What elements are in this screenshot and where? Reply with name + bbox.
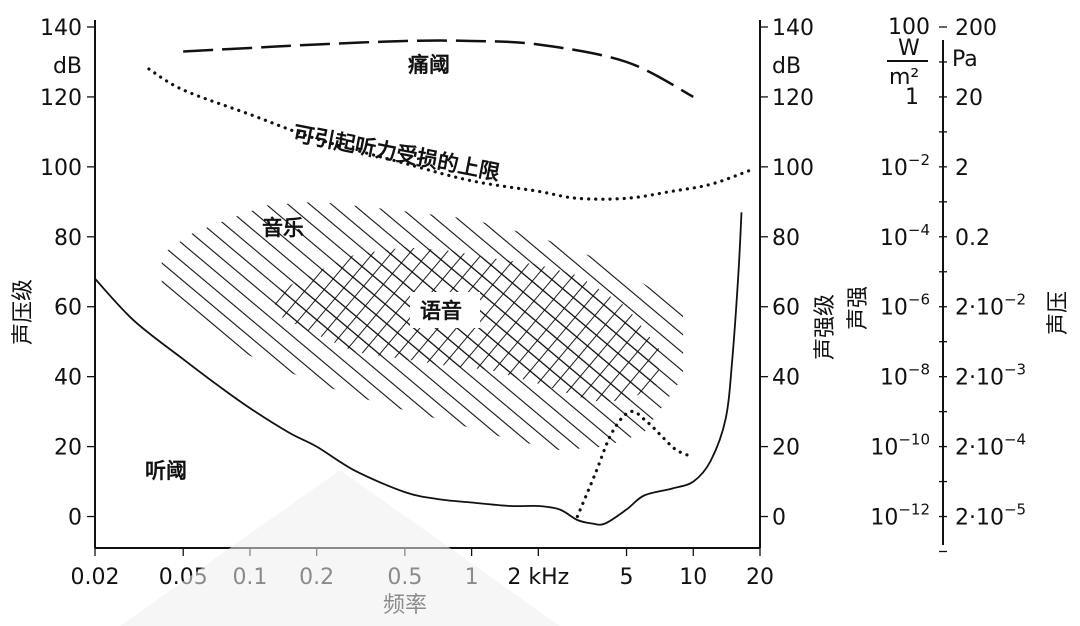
intensity-unit: W m² 1: [887, 36, 928, 110]
right-tick-label: dB: [772, 54, 801, 79]
hearing-threshold-curve: [94, 212, 743, 526]
right-tick-label: 140: [772, 16, 814, 41]
intensity-tick-label: 10−8: [880, 361, 930, 391]
right-tick-label: 20: [772, 436, 800, 461]
right-y-ticks: 140 dB 120 100 80 60 40 20 0: [760, 16, 814, 531]
left-tick-label: dB: [53, 54, 82, 79]
left-tick-label: 100: [40, 156, 82, 181]
damage-limit-curve: [147, 67, 752, 201]
right-tick-label: 120: [772, 86, 814, 111]
pressure-axis-label: 声压: [1046, 291, 1071, 335]
pressure-tick-label: 2·10−5: [955, 501, 1026, 531]
pressure-unit: Pa: [952, 47, 978, 72]
y-axis-label-right: 声强级: [813, 294, 838, 360]
left-tick-label: 120: [40, 86, 82, 111]
pressure-tick-label: 20: [955, 86, 983, 111]
hearing-threshold-label: 听阈: [145, 459, 187, 483]
pressure-tick-label: 2·10−4: [955, 431, 1026, 461]
intensity-axis-label: 声强: [846, 286, 871, 330]
pain-threshold-label: 痛阈: [408, 53, 450, 77]
left-tick-label: 60: [54, 296, 82, 321]
speech-label-box: 语音: [410, 292, 480, 328]
right-tick-label: 0: [772, 506, 786, 531]
x-tick-label: 0.02: [71, 565, 120, 590]
watermark-shape: [120, 470, 560, 626]
left-tick-label: 20: [54, 436, 82, 461]
music-label: 音乐: [262, 216, 304, 240]
damage-limit-label: 可引起听力受损的上限: [291, 121, 502, 185]
left-y-ticks: 140 dB 120 100 80 60 40 20 0: [40, 16, 95, 531]
speech-label: 语音: [420, 299, 462, 323]
pressure-tick-label: 200: [955, 16, 997, 41]
pressure-tick-label: 0.2: [955, 226, 990, 251]
left-tick-label: 80: [54, 226, 82, 251]
left-tick-label: 40: [54, 366, 82, 391]
left-tick-label: 0: [68, 506, 82, 531]
intensity-tick-label: 10−12: [870, 501, 930, 531]
intensity-tick-label: 10−10: [870, 431, 930, 461]
intensity-unit-numerator: W: [898, 36, 920, 61]
x-tick-label: 2 kHz: [507, 565, 569, 590]
x-tick-label: 5: [620, 565, 634, 590]
intensity-tick-label: 10−2: [880, 151, 930, 181]
right-tick-label: 80: [772, 226, 800, 251]
right-tick-label: 40: [772, 366, 800, 391]
pressure-tick-label: 2·10−3: [955, 361, 1026, 391]
intensity-tick-label: 10−6: [880, 291, 930, 321]
intensity-unit-denominator: m²: [889, 65, 919, 90]
left-tick-label: 140: [40, 16, 82, 41]
intensity-tick-label: 100: [888, 15, 930, 40]
intensity-ticks: 100 10−2 10−4 10−6 10−8 10−10 10−12: [870, 15, 947, 553]
pressure-tick-label: 2: [955, 156, 969, 181]
pressure-ticks: 200 20 2 0.2 2·10−2 2·10−3 2·10−4 2·10−5: [955, 16, 1026, 531]
high-frequency-dotted-curve: [575, 409, 695, 519]
x-tick-label: 10: [679, 565, 707, 590]
intensity-tick-label: 10−4: [880, 221, 930, 251]
intensity-one-label: 1: [905, 85, 919, 110]
x-tick-label: 20: [746, 565, 774, 590]
y-axis-label-left: 声压级: [11, 279, 36, 345]
pressure-tick-label: 2·10−2: [955, 291, 1026, 321]
right-tick-label: 60: [772, 296, 800, 321]
series-layer: [94, 39, 752, 526]
right-tick-label: 100: [772, 156, 814, 181]
pain-threshold-curve: [183, 39, 694, 99]
